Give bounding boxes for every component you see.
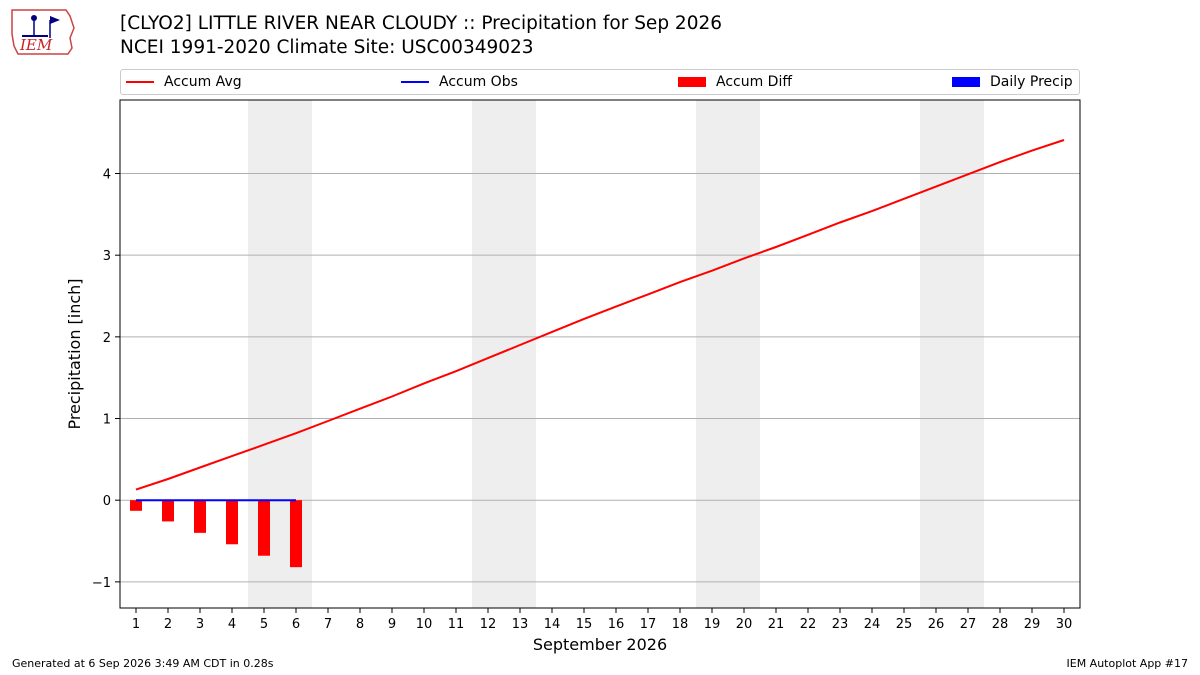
x-tick-label: 20 — [736, 617, 753, 632]
legend-item-daily-precip: Daily Precip — [952, 70, 1073, 94]
series-line-accum-avg — [135, 139, 1065, 491]
legend-swatch-accum-obs — [401, 81, 429, 83]
x-tick-label: 8 — [356, 617, 364, 632]
logo-text: IEM — [19, 36, 53, 54]
y-axis-label: Precipitation [inch] — [65, 278, 84, 429]
x-tick-label: 21 — [768, 617, 785, 632]
y-tick-label: 0 — [103, 494, 111, 509]
x-tick-label: 9 — [388, 617, 396, 632]
x-tick-label: 11 — [448, 617, 465, 632]
x-tick-label: 29 — [1024, 617, 1041, 632]
x-tick-label: 7 — [324, 617, 332, 632]
legend-item-accum-obs: Accum Obs — [401, 70, 518, 94]
x-tick-label: 22 — [800, 617, 817, 632]
bar-accum-diff — [194, 500, 206, 533]
legend-item-accum-avg: Accum Avg — [126, 70, 242, 94]
x-tick-label: 23 — [832, 617, 849, 632]
x-tick-label: 19 — [704, 617, 721, 632]
bar-accum-diff — [290, 500, 302, 568]
x-tick-label: 6 — [292, 617, 300, 632]
x-tick-label: 4 — [228, 617, 236, 632]
x-tick-label: 12 — [480, 617, 497, 632]
chart-legend: Accum Avg Accum Obs Accum Diff Daily Pre… — [120, 69, 1080, 95]
legend-label-accum-avg: Accum Avg — [164, 74, 242, 90]
x-tick-label: 26 — [928, 617, 945, 632]
x-tick-label: 30 — [1056, 617, 1073, 632]
y-tick-label: 3 — [103, 249, 111, 264]
bar-accum-diff — [258, 500, 270, 556]
x-tick-label: 18 — [672, 617, 689, 632]
weekend-band — [920, 100, 984, 608]
x-tick-label: 16 — [608, 617, 625, 632]
legend-label-accum-diff: Accum Diff — [716, 74, 793, 90]
legend-label-daily-precip: Daily Precip — [990, 74, 1073, 90]
x-tick-label: 3 — [196, 617, 204, 632]
x-tick-label: 5 — [260, 617, 268, 632]
x-tick-label: 10 — [416, 617, 433, 632]
x-tick-label: 25 — [896, 617, 913, 632]
x-tick-label: 24 — [864, 617, 881, 632]
x-tick-label: 1 — [132, 617, 140, 632]
legend-swatch-daily-precip — [952, 77, 980, 87]
bar-accum-diff — [162, 500, 174, 522]
x-tick-label: 27 — [960, 617, 977, 632]
y-tick-label: −1 — [92, 576, 111, 591]
x-axis-label: September 2026 — [533, 635, 667, 654]
y-tick-label: 4 — [103, 168, 111, 183]
iem-logo: IEM — [8, 6, 80, 62]
x-tick-label: 15 — [576, 617, 593, 632]
x-tick-label: 2 — [164, 617, 172, 632]
y-tick-label: 1 — [103, 413, 111, 428]
bar-accum-diff — [226, 500, 238, 545]
x-tick-label: 28 — [992, 617, 1009, 632]
autoplot-app-label: IEM Autoplot App #17 — [1066, 657, 1189, 670]
title-line-1: [CLYO2] LITTLE RIVER NEAR CLOUDY :: Prec… — [120, 13, 723, 34]
generated-timestamp: Generated at 6 Sep 2026 3:49 AM CDT in 0… — [12, 657, 274, 670]
legend-label-accum-obs: Accum Obs — [439, 74, 518, 90]
plot-frame — [119, 99, 1081, 609]
x-tick-label: 13 — [512, 617, 529, 632]
legend-item-accum-diff: Accum Diff — [678, 70, 792, 94]
weekend-band — [472, 100, 536, 608]
weekend-band — [248, 100, 312, 608]
chart-title: [CLYO2] LITTLE RIVER NEAR CLOUDY :: Prec… — [120, 12, 722, 60]
legend-swatch-accum-diff — [678, 77, 706, 87]
legend-swatch-accum-avg — [126, 81, 154, 83]
x-tick-label: 17 — [640, 617, 657, 632]
weekend-band — [696, 100, 760, 608]
y-tick-label: 2 — [103, 331, 111, 346]
bar-accum-diff — [130, 500, 142, 511]
x-tick-label: 14 — [544, 617, 561, 632]
title-line-2: NCEI 1991-2020 Climate Site: USC00349023 — [120, 37, 534, 58]
